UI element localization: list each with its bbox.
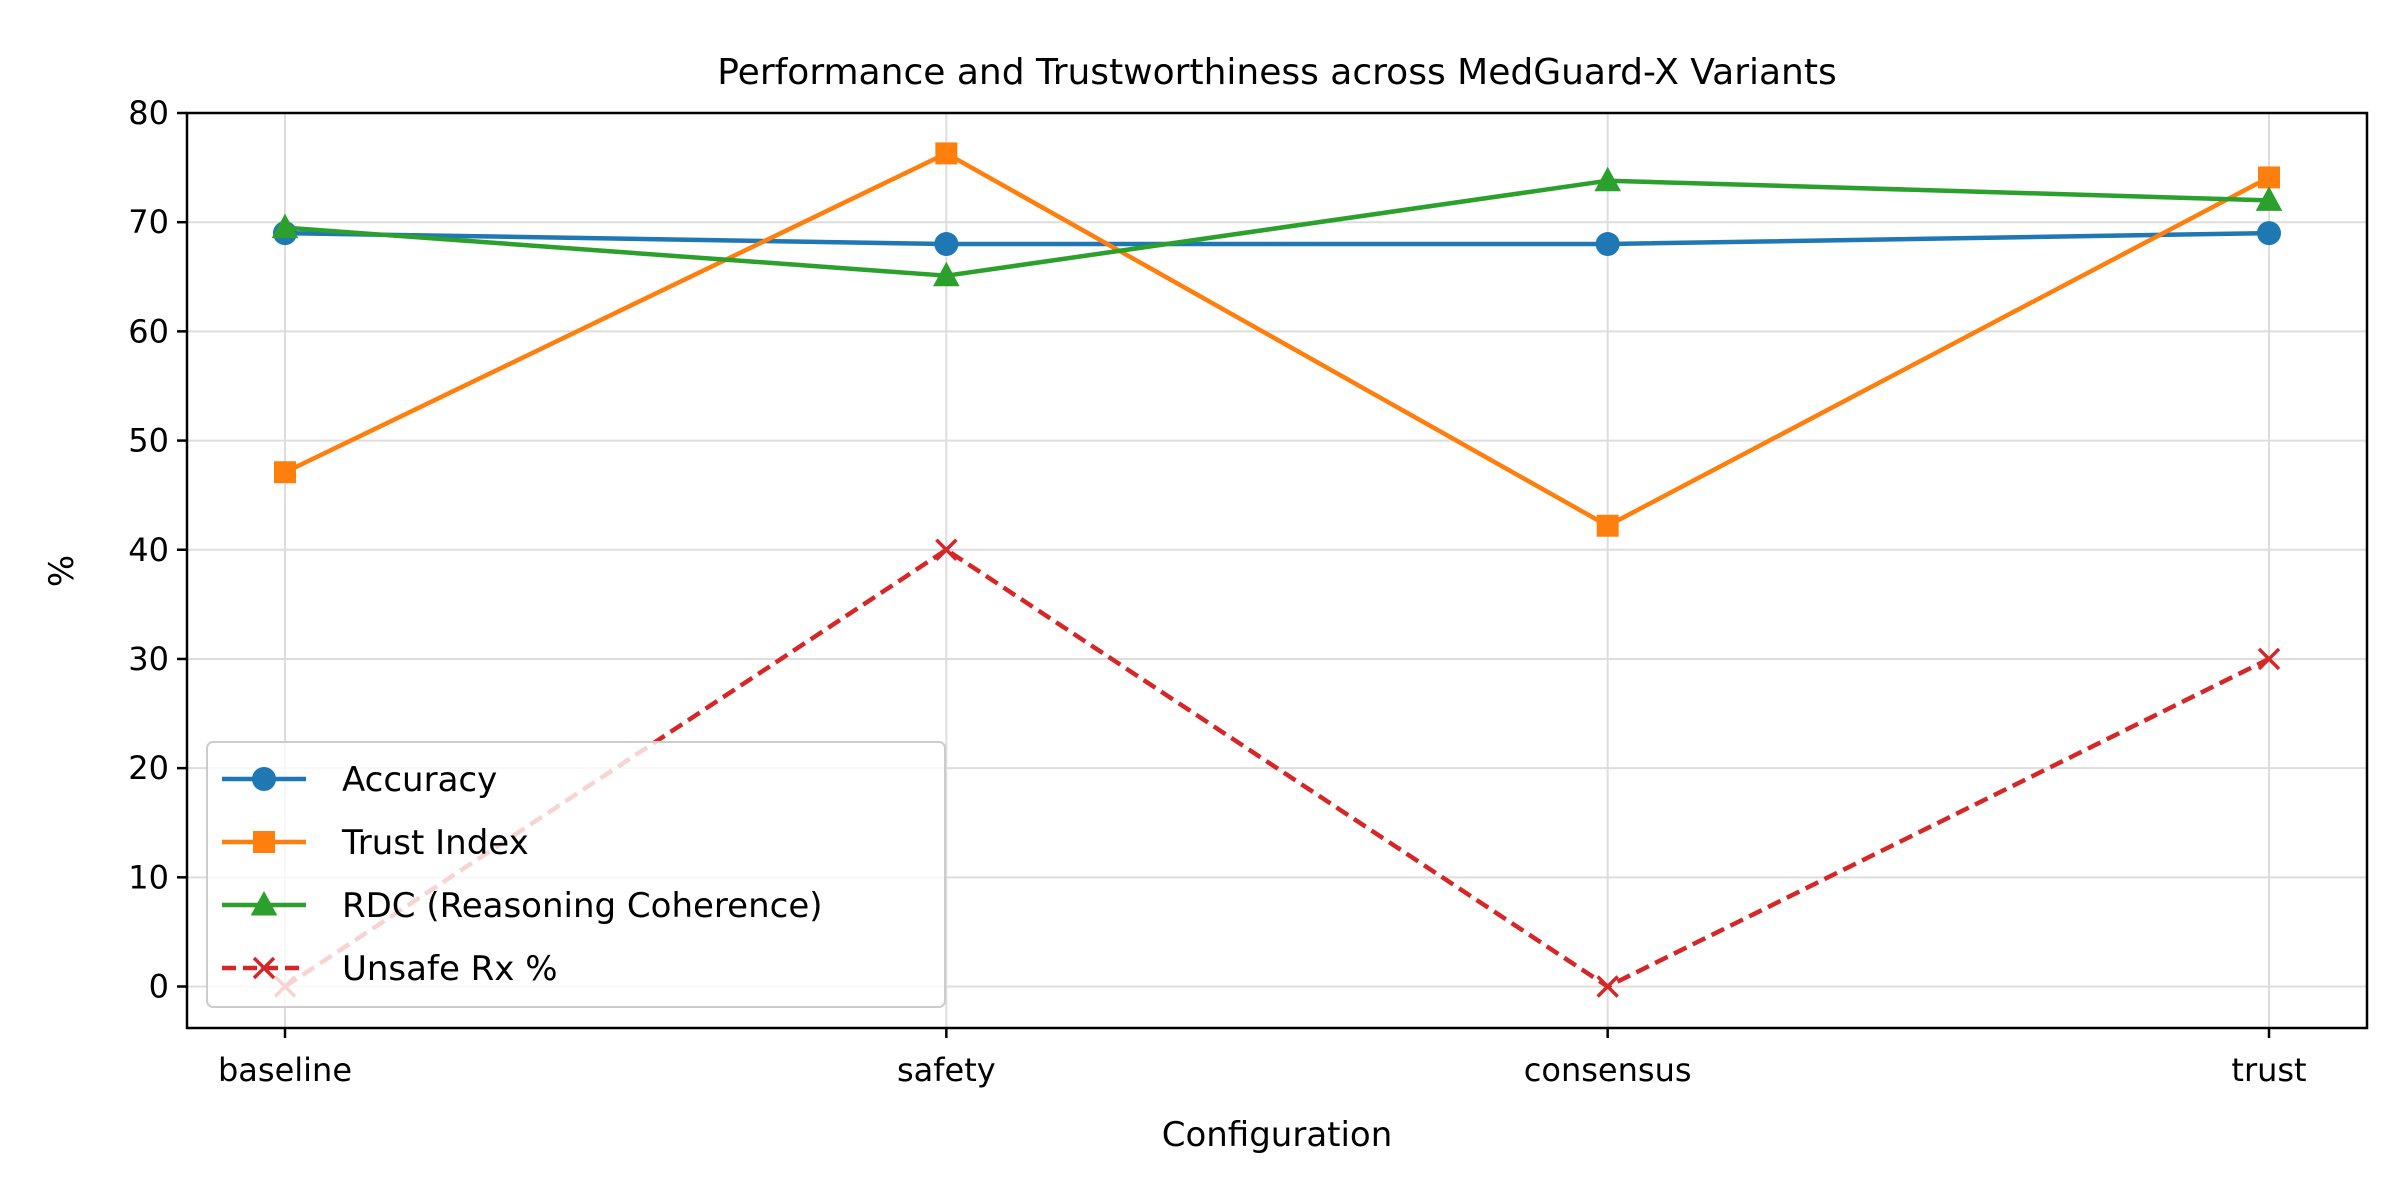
legend-marker-unsafe-rx — [252, 956, 276, 980]
data-point-unsafe-rx-trust — [2257, 647, 2281, 671]
data-point-trust-index-consensus — [1596, 514, 1619, 537]
y-tick-label: 40 — [128, 531, 169, 569]
chart-title: Performance and Trustworthiness across M… — [717, 52, 1837, 93]
x-tick-label-safety: safety — [897, 1051, 996, 1089]
data-point-rdc-reasoning-coherence-baseline — [271, 213, 299, 239]
x-tick-label-trust: trust — [2231, 1051, 2306, 1089]
data-point-accuracy-safety — [934, 232, 959, 257]
legend: Accuracy Trust Index RDC (Reasoning Cohere… — [206, 741, 946, 1008]
legend-label-trust-index: Trust Index — [341, 823, 529, 863]
legend-box — [206, 741, 946, 1008]
legend-label-accuracy: Accuracy — [342, 760, 497, 800]
data-point-rdc-reasoning-coherence-trust — [2255, 186, 2283, 211]
data-point-unsafe-rx-safety — [935, 538, 958, 561]
y-tick-label: 20 — [128, 749, 169, 787]
legend-marker-rdc-reasoning-coherence — [250, 891, 278, 916]
data-point-rdc-reasoning-coherence-safety — [933, 261, 960, 287]
data-point-trust-index-safety — [935, 142, 958, 165]
y-tick-label: 80 — [128, 94, 169, 132]
y-tick-label: 30 — [128, 640, 169, 678]
y-axis-label: % — [42, 555, 82, 587]
y-tick-label: 0 — [149, 968, 169, 1006]
series-line-trust-index — [284, 151, 2271, 528]
series-line-rdc-reasoning-coherence — [284, 178, 2270, 278]
data-point-rdc-reasoning-coherence-consensus — [1594, 166, 1621, 192]
x-tick-label-baseline: baseline — [218, 1051, 352, 1089]
series-line-accuracy — [284, 230, 2270, 247]
y-tick-label: 10 — [128, 858, 169, 896]
y-tick-label: 50 — [128, 422, 169, 460]
series-line-unsafe-rx — [283, 547, 2270, 989]
x-axis-label: Configuration — [1162, 1115, 1393, 1155]
data-point-accuracy-trust — [2257, 221, 2281, 246]
y-tick-label: 60 — [128, 312, 169, 350]
legend-marker-accuracy — [252, 767, 276, 791]
data-point-accuracy-consensus — [1595, 232, 1620, 257]
series-rdc-reasoning-coherence — [271, 166, 2283, 287]
x-tick-label-consensus: consensus — [1524, 1051, 1692, 1089]
data-point-trust-index-trust — [2258, 166, 2280, 189]
legend-label-rdc-reasoning-coherence: RDC (Reasoning Coherence) — [342, 886, 823, 926]
data-point-unsafe-rx-consensus — [1596, 975, 1619, 998]
legend-label-unsafe-rx: Unsafe Rx % — [342, 949, 558, 989]
data-point-trust-index-baseline — [274, 461, 296, 484]
series-layer — [271, 142, 2283, 998]
legend-marker-trust-index — [253, 831, 275, 853]
plot-area-frame — [185, 111, 2369, 1030]
y-tick-label: 70 — [128, 203, 169, 241]
axis-ticks: 0 10 20 30 40 50 60 70 80 baseline safety consensus… — [128, 94, 2306, 1089]
series-trust-index — [274, 142, 2280, 537]
